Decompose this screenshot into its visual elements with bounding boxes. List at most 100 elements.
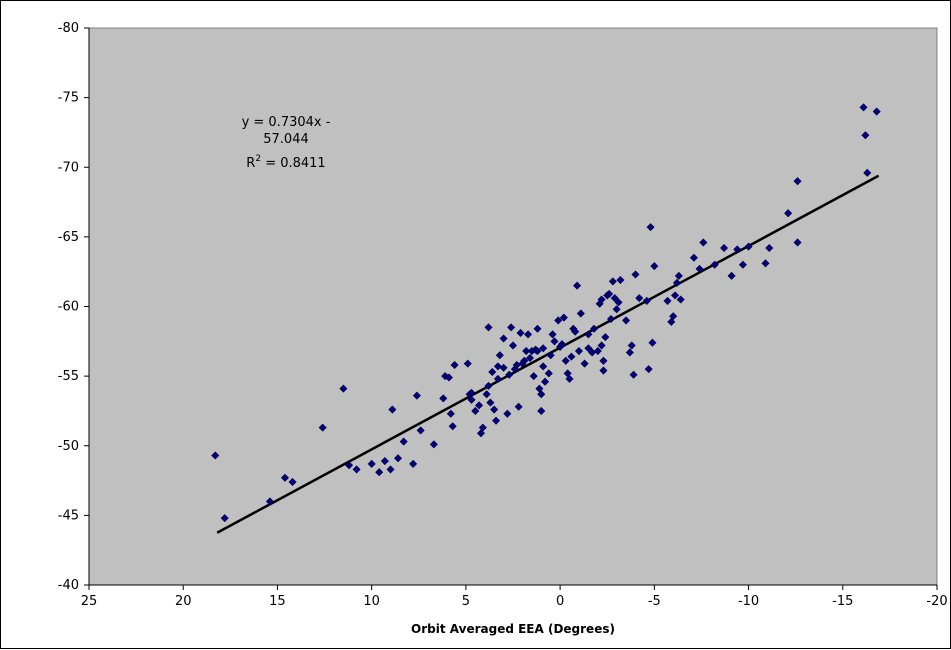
x-axis-title: Orbit Averaged EEA (Degrees) (411, 622, 615, 636)
data-point (488, 367, 497, 376)
data-point (507, 323, 516, 332)
data-point (380, 457, 389, 466)
y-tick-label: -45 (58, 508, 79, 523)
data-point (211, 451, 220, 460)
data-point (744, 242, 753, 251)
data-point (412, 391, 421, 400)
data-point (676, 295, 685, 304)
data-point (610, 294, 619, 303)
data-point (388, 405, 397, 414)
data-point (448, 422, 457, 431)
data-point (554, 316, 563, 325)
data-point (499, 363, 508, 372)
x-tick-label: 20 (175, 594, 192, 609)
data-point (546, 351, 555, 360)
data-point (450, 360, 459, 370)
data-point (872, 107, 881, 116)
data-point (486, 398, 495, 407)
data-point (761, 259, 770, 268)
data-point (475, 401, 484, 410)
data-point (533, 324, 542, 333)
data-point (467, 388, 476, 397)
data-point (627, 341, 636, 350)
r2-prefix: R (246, 156, 255, 171)
data-point (567, 352, 576, 361)
y-tick-label: -50 (58, 439, 79, 454)
data-point (614, 298, 623, 307)
data-point (280, 473, 290, 482)
data-point (574, 347, 583, 356)
data-point (597, 295, 606, 304)
r2-suffix: = 0.8411 (261, 156, 326, 171)
data-point (265, 497, 274, 506)
data-point (557, 340, 567, 349)
data-point (539, 362, 548, 371)
data-point (288, 477, 297, 486)
data-point (339, 384, 348, 393)
x-tick-label: -20 (926, 594, 947, 609)
r-squared-label: R2 = 0.8411 (246, 154, 325, 171)
data-point (674, 271, 683, 280)
data-point (416, 426, 425, 435)
data-point (544, 369, 553, 378)
data-point (429, 440, 438, 449)
data-point (367, 459, 376, 468)
data-point (482, 390, 491, 399)
data-point (605, 289, 614, 298)
data-point (490, 405, 499, 414)
data-point (669, 312, 678, 321)
data-point (318, 423, 327, 432)
data-point (550, 337, 559, 346)
data-point (597, 341, 606, 350)
data-point (537, 390, 546, 399)
data-point (493, 374, 502, 383)
data-point (671, 291, 680, 300)
data-point (861, 131, 870, 140)
data-point (565, 374, 574, 383)
data-point (541, 377, 550, 386)
data-point (492, 416, 501, 425)
data-point (784, 209, 793, 218)
data-point (463, 359, 472, 368)
tick-group: -40 -45 -50 -55 -60 -65 -70 -75 -80 25 20 15 10 5 0 -5 -… (58, 21, 948, 609)
x-tick-label: -15 (832, 594, 853, 609)
data-point (663, 296, 672, 305)
data-point (520, 356, 529, 365)
data-point (635, 294, 644, 303)
data-point (524, 330, 533, 339)
x-tick-label: 25 (81, 594, 98, 609)
data-point (599, 366, 608, 375)
data-point (561, 356, 570, 365)
data-point (345, 461, 354, 470)
data-point (593, 347, 602, 356)
data-point (409, 459, 418, 468)
data-point (612, 305, 621, 314)
data-point (580, 359, 589, 368)
x-tick-label: -10 (738, 594, 759, 609)
data-point (590, 324, 599, 333)
data-point (644, 365, 653, 374)
data-point (599, 356, 608, 365)
data-point (471, 406, 480, 415)
data-point (625, 348, 634, 357)
data-point (375, 468, 384, 477)
y-tick-label: -60 (58, 300, 79, 315)
trendline-equation-line2: 57.044 (263, 132, 309, 147)
data-point (601, 333, 610, 342)
x-tick-label: 0 (556, 594, 564, 609)
data-point (503, 409, 512, 418)
y-tick-label: -65 (58, 230, 79, 245)
data-point (689, 253, 698, 262)
data-point (727, 271, 736, 280)
data-point (584, 344, 593, 353)
data-point (576, 309, 585, 318)
data-point (720, 243, 729, 253)
data-point (537, 406, 546, 415)
data-point (495, 351, 504, 360)
data-point (738, 260, 747, 269)
data-point (608, 277, 617, 286)
data-point (710, 260, 719, 269)
data-point (446, 409, 455, 418)
